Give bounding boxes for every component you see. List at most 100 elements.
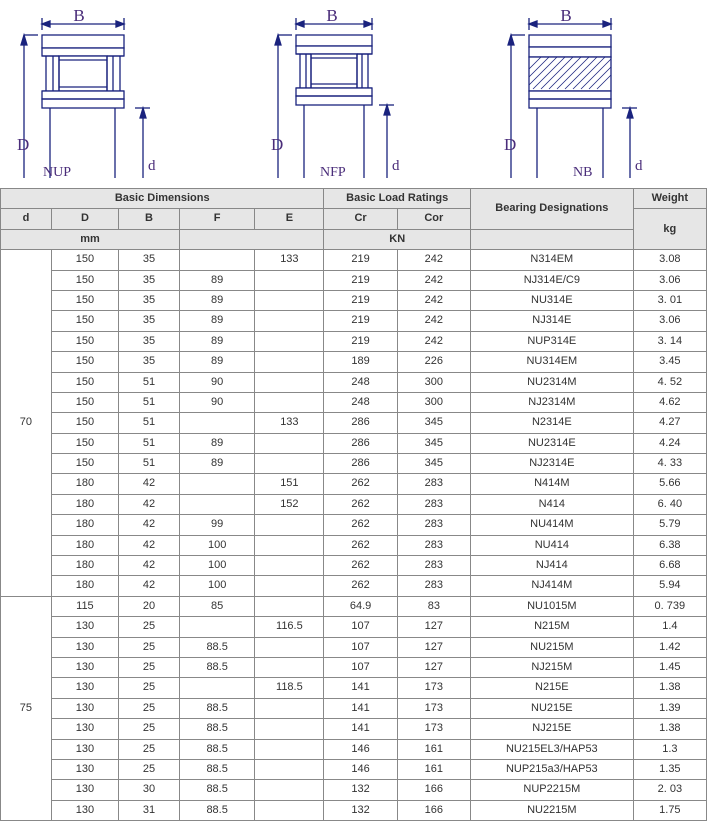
cell-Cor: 300 xyxy=(397,392,470,412)
cell-E xyxy=(255,556,324,576)
svg-text:B: B xyxy=(326,10,337,25)
cell-D: 180 xyxy=(51,494,118,514)
cell-F xyxy=(180,250,255,270)
cell-Cr: 286 xyxy=(324,433,397,453)
cell-B: 42 xyxy=(118,494,179,514)
cell-w: 1.38 xyxy=(633,678,706,698)
cell-Cr: 219 xyxy=(324,290,397,310)
cell-des: N215E xyxy=(470,678,633,698)
table-row: 1302588.5141173NU215E1.39 xyxy=(1,698,707,718)
cell-F: 100 xyxy=(180,535,255,555)
cell-D: 150 xyxy=(51,413,118,433)
hdr-d: d xyxy=(1,209,52,229)
svg-text:NB: NB xyxy=(573,165,592,178)
cell-E xyxy=(255,698,324,718)
cell-B: 42 xyxy=(118,515,179,535)
cell-E xyxy=(255,637,324,657)
hdr-weight: Weight xyxy=(633,189,706,209)
cell-F: 88.5 xyxy=(180,780,255,800)
cell-w: 4. 33 xyxy=(633,454,706,474)
cell-Cor: 345 xyxy=(397,433,470,453)
cell-F: 88.5 xyxy=(180,739,255,759)
cell-Cr: 262 xyxy=(324,494,397,514)
cell-Cor: 127 xyxy=(397,617,470,637)
cell-B: 42 xyxy=(118,556,179,576)
cell-Cor: 242 xyxy=(397,250,470,270)
cell-E xyxy=(255,657,324,677)
cell-des: NJ2314E xyxy=(470,454,633,474)
hdr-kn: KN xyxy=(324,229,470,249)
cell-E xyxy=(255,352,324,372)
cell-F: 89 xyxy=(180,433,255,453)
cell-Cr: 132 xyxy=(324,780,397,800)
cell-B: 42 xyxy=(118,474,179,494)
cell-D: 130 xyxy=(51,780,118,800)
cell-D: 150 xyxy=(51,331,118,351)
table-row: 1302588.5107127NU215M1.42 xyxy=(1,637,707,657)
cell-D: 150 xyxy=(51,250,118,270)
cell-des: NJ314E xyxy=(470,311,633,331)
table-row: 1302588.5141173NJ215E1.38 xyxy=(1,719,707,739)
cell-Cr: 189 xyxy=(324,352,397,372)
table-row: 1303188.5132166NU2215M1.75 xyxy=(1,800,707,820)
cell-Cr: 286 xyxy=(324,454,397,474)
cell-Cr: 262 xyxy=(324,535,397,555)
table-row: 1503589 219242NUP314E3. 14 xyxy=(1,331,707,351)
hdr-kg: kg xyxy=(633,209,706,250)
cell-B: 35 xyxy=(118,270,179,290)
cell-Cr: 107 xyxy=(324,657,397,677)
cell-D: 130 xyxy=(51,678,118,698)
cell-d: 75 xyxy=(1,596,52,820)
diagram-nfp: B xyxy=(254,10,444,178)
cell-w: 2. 03 xyxy=(633,780,706,800)
table-row: 13025116.5107127N215M1.4 xyxy=(1,617,707,637)
cell-Cor: 166 xyxy=(397,800,470,820)
cell-D: 180 xyxy=(51,515,118,535)
table-row: 1302588.5146161NUP215a3/HAP531.35 xyxy=(1,759,707,779)
cell-Cr: 219 xyxy=(324,331,397,351)
cell-w: 3.06 xyxy=(633,311,706,331)
cell-B: 35 xyxy=(118,331,179,351)
cell-w: 4.62 xyxy=(633,392,706,412)
cell-F: 100 xyxy=(180,576,255,596)
cell-Cor: 127 xyxy=(397,657,470,677)
cell-Cr: 219 xyxy=(324,250,397,270)
cell-D: 150 xyxy=(51,290,118,310)
cell-des: NU2314E xyxy=(470,433,633,453)
cell-B: 25 xyxy=(118,657,179,677)
table-row: 1303088.5132166NUP2215M2. 03 xyxy=(1,780,707,800)
cell-des: N314EM xyxy=(470,250,633,270)
cell-w: 5.79 xyxy=(633,515,706,535)
cell-F: 88.5 xyxy=(180,657,255,677)
cell-Cor: 242 xyxy=(397,331,470,351)
cell-des: N2314E xyxy=(470,413,633,433)
cell-B: 51 xyxy=(118,454,179,474)
cell-E xyxy=(255,739,324,759)
cell-w: 1.75 xyxy=(633,800,706,820)
table-row: 1503589219242NU314E3. 01 xyxy=(1,290,707,310)
cell-Cr: 286 xyxy=(324,413,397,433)
cell-des: NU1015M xyxy=(470,596,633,616)
svg-text:NUP: NUP xyxy=(43,165,71,178)
cell-Cor: 161 xyxy=(397,739,470,759)
hdr-mm: mm xyxy=(1,229,180,249)
cell-F xyxy=(180,474,255,494)
cell-E xyxy=(255,780,324,800)
table-row: 7015035133219242N314EM3.08 xyxy=(1,250,707,270)
cell-D: 180 xyxy=(51,474,118,494)
table-row: 13025118.5141173N215E1.38 xyxy=(1,678,707,698)
cell-w: 5.94 xyxy=(633,576,706,596)
diagram-nb: B xyxy=(497,10,687,178)
cell-w: 3. 14 xyxy=(633,331,706,351)
hdr-bearing: Bearing Designations xyxy=(470,189,633,230)
cell-F: 89 xyxy=(180,331,255,351)
cell-D: 150 xyxy=(51,392,118,412)
cell-des: NUP314E xyxy=(470,331,633,351)
cell-E xyxy=(255,433,324,453)
cell-D: 150 xyxy=(51,372,118,392)
cell-B: 25 xyxy=(118,678,179,698)
cell-Cor: 173 xyxy=(397,678,470,698)
cell-des: NJ414 xyxy=(470,556,633,576)
table-row: 75115208564.983NU1015M0. 739 xyxy=(1,596,707,616)
table-row: 18042151262283N414M5.66 xyxy=(1,474,707,494)
